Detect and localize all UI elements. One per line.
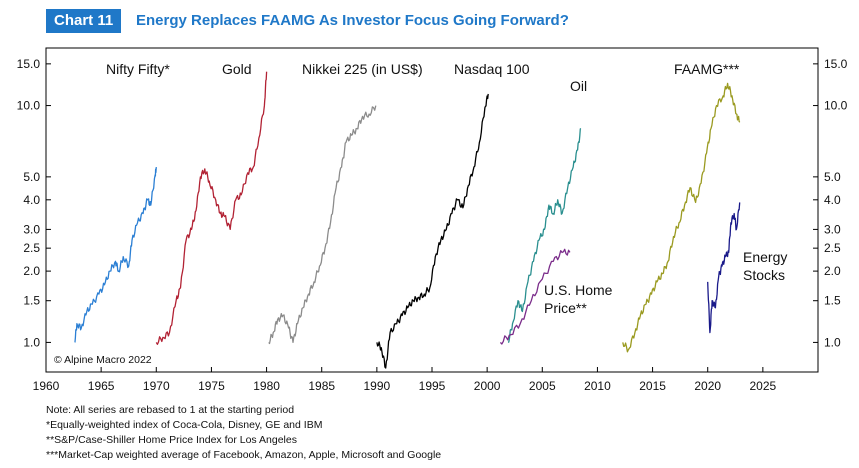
chart-header: Chart 11 Energy Replaces FAAMG As Invest… — [0, 0, 859, 38]
chart-title: Energy Replaces FAAMG As Investor Focus … — [136, 12, 569, 29]
x-tick-label: 2020 — [694, 379, 721, 393]
series-label: U.S. Home — [544, 282, 613, 298]
x-tick-label: 1965 — [88, 379, 115, 393]
series-line — [707, 202, 741, 334]
chart-number-label: Chart 11 — [46, 9, 122, 33]
x-tick-label: 1985 — [308, 379, 335, 393]
y-tick-label-right: 5.0 — [824, 170, 841, 184]
x-tick-label: 2000 — [474, 379, 501, 393]
series-label: Gold — [222, 61, 252, 77]
note-line: ***Market-Cap weighted average of Facebo… — [46, 449, 442, 461]
x-tick-label: 1980 — [253, 379, 280, 393]
y-tick-label-right: 2.5 — [824, 241, 841, 255]
y-tick-label-left: 4.0 — [23, 193, 40, 207]
copyright-text: © Alpine Macro 2022 — [54, 354, 152, 366]
plot-frame — [45, 47, 819, 373]
series-line — [74, 167, 157, 343]
series-line — [622, 82, 741, 353]
note-line: *Equally-weighted index of Coca-Cola, Di… — [46, 419, 323, 431]
y-tick-label-right: 3.0 — [824, 222, 841, 236]
x-tick-label: 1990 — [364, 379, 391, 393]
y-tick-label-left: 1.0 — [23, 335, 40, 349]
series-label: Stocks — [743, 267, 785, 283]
y-tick-label-right: 2.0 — [824, 264, 841, 278]
y-tick-label-right: 15.0 — [824, 57, 848, 71]
series-line — [499, 248, 571, 345]
y-tick-label-left: 3.0 — [23, 222, 40, 236]
chart-svg: 1.0 1.0 1.5 1.5 2.0 2.0 2.5 2.5 3.0 3.0 4.0 4.0 5.0 5… — [17, 47, 848, 393]
y-tick-label-left: 2.5 — [23, 241, 40, 255]
x-tick-label: 1960 — [33, 379, 60, 393]
y-tick-label-right: 10.0 — [824, 99, 848, 113]
series-label: Nasdaq 100 — [454, 61, 530, 77]
series-label: Energy — [743, 249, 787, 265]
x-tick-label: 2005 — [529, 379, 556, 393]
chart-notes: Note: All series are rebased to 1 at the… — [46, 403, 441, 463]
series-label: Oil — [570, 78, 587, 94]
x-tick-label: 2010 — [584, 379, 611, 393]
series-label: Price** — [544, 300, 587, 316]
y-tick-label-left: 1.5 — [23, 294, 40, 308]
x-tick-label: 2025 — [750, 379, 777, 393]
series-line — [376, 93, 489, 369]
y-tick-label-right: 1.0 — [824, 335, 841, 349]
y-tick-label-left: 2.0 — [23, 264, 40, 278]
y-tick-label-left: 5.0 — [23, 170, 40, 184]
series-label: Nikkei 225 (in US$) — [302, 61, 423, 77]
series-label: Nifty Fifty* — [106, 61, 170, 77]
y-tick-label-right: 4.0 — [824, 193, 841, 207]
y-tick-label-left: 15.0 — [17, 57, 41, 71]
y-tick-label-right: 1.5 — [824, 294, 841, 308]
note-line: Note: All series are rebased to 1 at the… — [46, 404, 295, 416]
x-tick-label: 2015 — [639, 379, 666, 393]
x-tick-label: 1970 — [143, 379, 170, 393]
note-line: **S&P/Case-Shiller Home Price Index for … — [46, 434, 297, 446]
series-line — [268, 105, 377, 345]
x-tick-label: 1975 — [198, 379, 225, 393]
series-line — [155, 71, 268, 345]
y-tick-label-left: 10.0 — [17, 99, 41, 113]
x-tick-label: 1995 — [419, 379, 446, 393]
series-line — [507, 127, 582, 343]
series-label: FAAMG*** — [674, 61, 740, 77]
